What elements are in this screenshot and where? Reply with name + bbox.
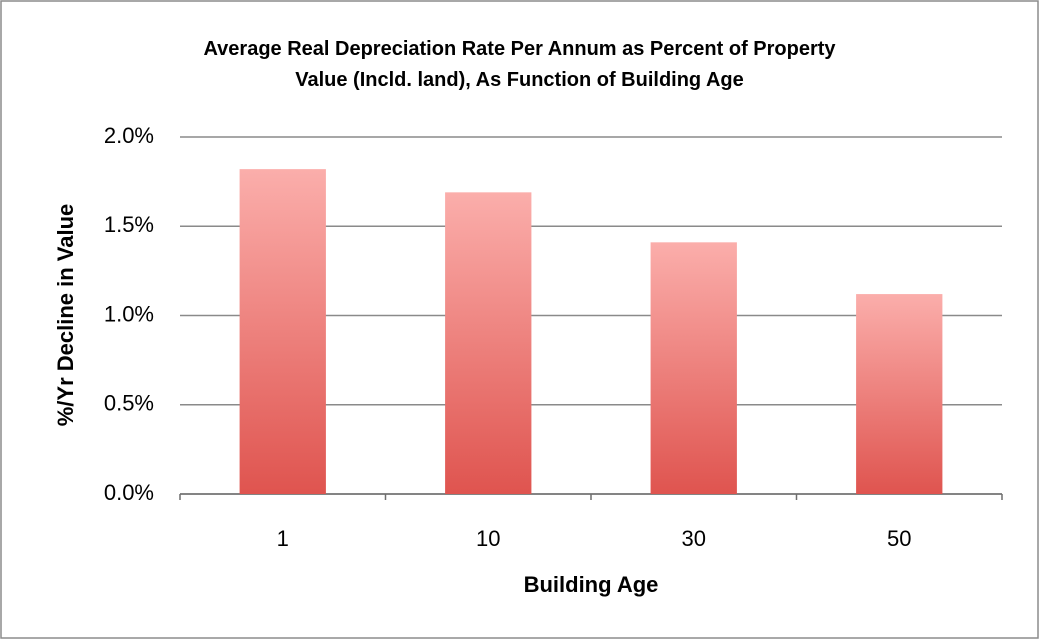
bar: [445, 192, 532, 494]
x-tick-label: 10: [476, 526, 500, 551]
x-tick-label: 30: [682, 526, 706, 551]
x-tick-label: 50: [887, 526, 911, 551]
y-axis-title: %/Yr Decline in Value: [53, 204, 78, 427]
y-tick-label: 2.0%: [104, 123, 154, 148]
bar: [650, 242, 737, 494]
bar: [856, 294, 943, 494]
x-tick-label: 1: [277, 526, 289, 551]
y-tick-label: 0.5%: [104, 391, 154, 416]
bar: [239, 169, 326, 494]
y-tick-label: 1.0%: [104, 301, 154, 326]
chart-title: Average Real Depreciation Rate Per Annum…: [203, 38, 836, 91]
x-axis-title: Building Age: [524, 572, 659, 597]
y-tick-label: 1.5%: [104, 212, 154, 237]
y-tick-label: 0.0%: [104, 480, 154, 505]
